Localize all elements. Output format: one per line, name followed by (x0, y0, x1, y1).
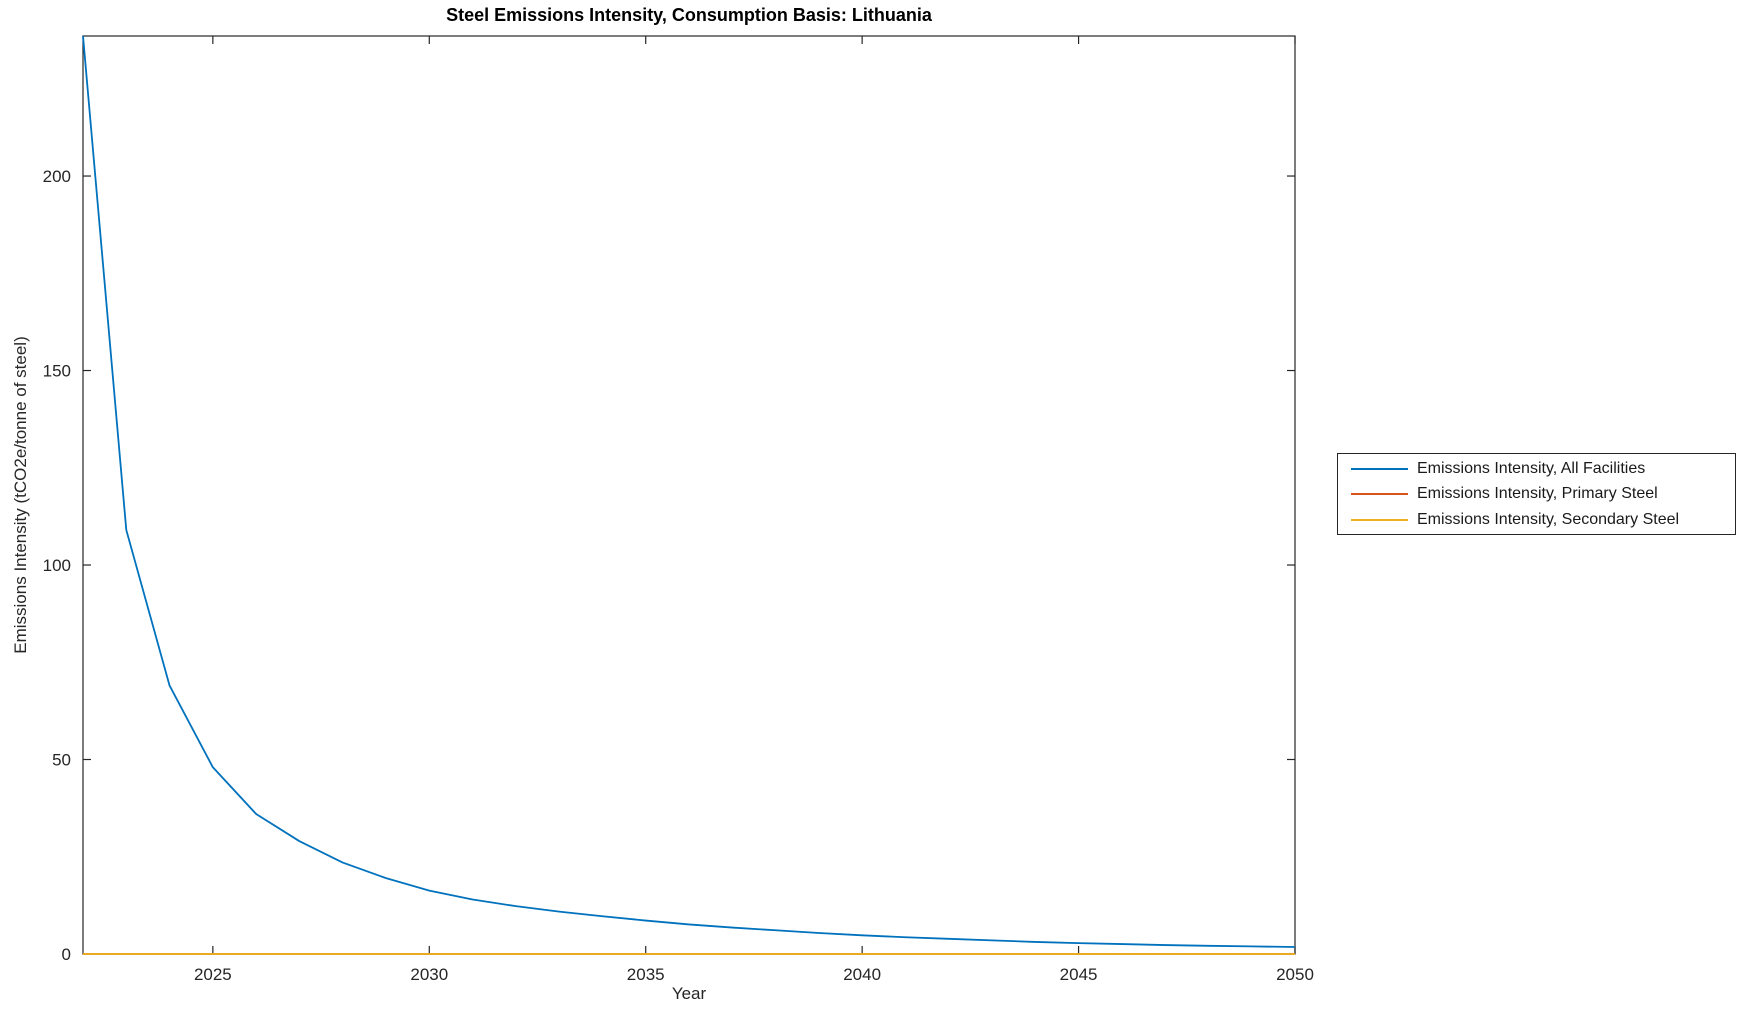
legend-label: Emissions Intensity, Primary Steel (1417, 485, 1658, 502)
y-tick-label: 0 (62, 945, 71, 964)
y-tick-label: 100 (43, 556, 71, 575)
axis-box (82, 35, 1296, 955)
x-tick-label: 2025 (194, 965, 232, 984)
legend-line-swatch (1351, 518, 1408, 521)
y-tick-label: 200 (43, 167, 71, 186)
legend-line-swatch (1351, 467, 1408, 470)
legend-item: Emissions Intensity, All Facilities (1351, 458, 1735, 480)
x-tick-label: 2045 (1060, 965, 1098, 984)
legend-item: Emissions Intensity, Secondary Steel (1351, 509, 1735, 531)
chart-title: Steel Emissions Intensity, Consumption B… (446, 5, 932, 25)
legend-label: Emissions Intensity, All Facilities (1417, 459, 1646, 477)
x-tick-label: 2035 (627, 965, 665, 984)
legend-item: Emissions Intensity, Primary Steel (1351, 483, 1735, 505)
x-tick-label: 2050 (1276, 965, 1314, 984)
x-tick-label: 2040 (843, 965, 881, 984)
legend-label: Emissions Intensity, Secondary Steel (1417, 510, 1680, 528)
x-tick-label: 2030 (410, 965, 448, 984)
y-tick-label: 50 (52, 751, 71, 770)
series-line-0 (82, 35, 1296, 948)
y-tick-label: 150 (43, 362, 71, 381)
legend-line-swatch (1351, 493, 1408, 495)
x-axis-label: Year (671, 984, 707, 1003)
legend: Emissions Intensity, All Facilities Emiss… (1337, 453, 1736, 535)
